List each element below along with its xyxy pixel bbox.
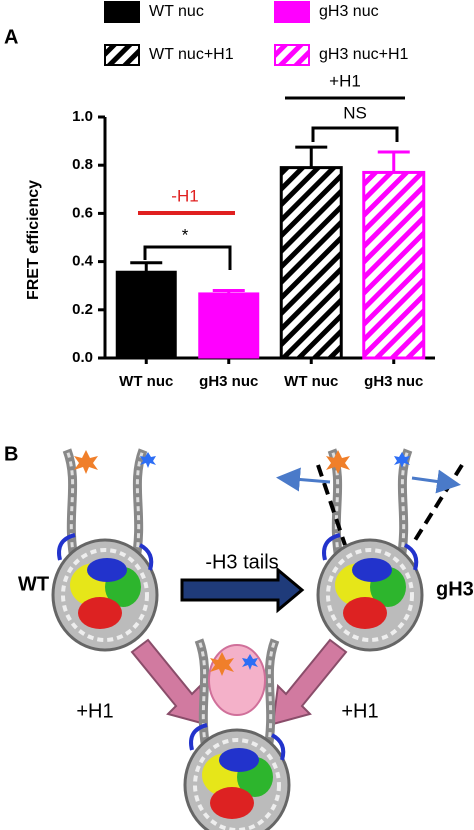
y-tick-label: 0.8: [72, 156, 93, 173]
dashed-line: [316, 464, 347, 546]
label: WT: [18, 573, 49, 595]
x-tick-label: gH3 nuc: [199, 373, 258, 390]
x-tick-label: WT nuc: [119, 373, 173, 390]
y-tick-label: 0.0: [72, 349, 93, 366]
label: -H3 tails: [205, 551, 278, 573]
legend-label: gH3 nuc: [319, 3, 379, 20]
error-bar: [130, 261, 163, 272]
dashed-line: [410, 463, 464, 547]
panel-label: A: [4, 26, 18, 48]
legend-swatch: [104, 44, 140, 66]
arrow: [276, 467, 331, 492]
x-tick-label: gH3 nuc: [364, 373, 423, 390]
donor-fluorophore: [74, 450, 98, 474]
nucleosome-gh3: [318, 450, 422, 650]
legend-label: gH3 nuc+H1: [319, 46, 408, 63]
label: +H1: [76, 700, 113, 722]
error-bar: [377, 150, 410, 173]
bar: [115, 270, 177, 359]
arrow: [271, 638, 348, 726]
annotation: NS: [343, 103, 367, 122]
annotation: +H1: [329, 71, 361, 90]
legend-label: WT nuc: [149, 3, 204, 20]
legend-swatch: [274, 1, 310, 23]
big-arrow: [180, 566, 305, 614]
arrow: [130, 638, 207, 726]
error-bar: [212, 289, 245, 293]
y-tick-label: 0.6: [72, 204, 93, 221]
x-tick-label: WT nuc: [284, 373, 338, 390]
linker-histone: [208, 644, 266, 716]
annotation: *: [182, 225, 189, 244]
y-axis-label: FRET efficiency: [25, 180, 42, 300]
panel-label: B: [4, 443, 18, 465]
annotation: -H1: [171, 186, 198, 205]
label: gH3: [436, 578, 474, 600]
arrow: [411, 469, 461, 494]
significance-brackets: [143, 96, 405, 270]
legend-swatch: [104, 1, 140, 23]
legend-swatch: [274, 44, 310, 66]
error-bar: [295, 145, 328, 168]
label: +H1: [341, 700, 378, 722]
y-tick-label: 0.2: [72, 301, 93, 318]
bar: [279, 166, 343, 360]
bar: [362, 170, 426, 360]
nucleosome-wt: [53, 450, 157, 650]
bar: [198, 292, 260, 359]
y-tick-label: 1.0: [72, 108, 93, 125]
legend-label: WT nuc+H1: [149, 46, 234, 63]
y-tick-label: 0.4: [72, 253, 94, 270]
